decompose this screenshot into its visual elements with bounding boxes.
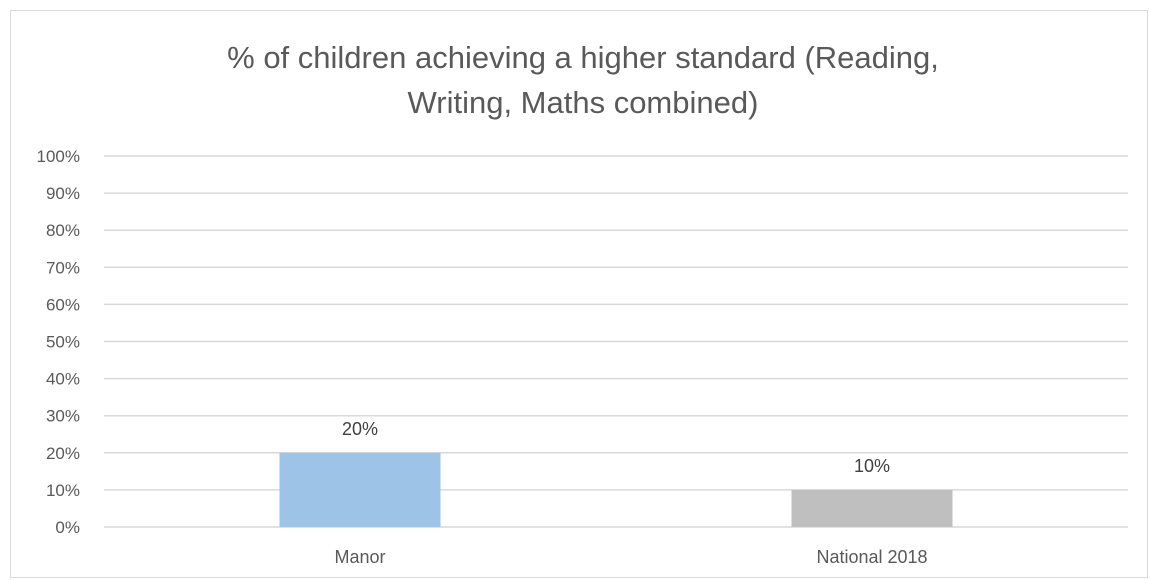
chart-title-line-1: % of children achieving a higher standar… (227, 40, 939, 75)
y-tick-label: 80% (46, 221, 80, 240)
y-tick-label: 100% (37, 147, 80, 166)
y-axis-labels: 0% 10% 20% 30% 40% 50% 60% 70% 80% 90% 100% (37, 147, 80, 537)
y-tick-label: 60% (46, 295, 80, 314)
y-tick-label: 50% (46, 333, 80, 352)
y-tick-label: 10% (46, 481, 80, 500)
x-category-label: National 2018 (816, 547, 927, 567)
y-tick-label: 40% (46, 370, 80, 389)
bars (279, 452, 953, 527)
x-category-label: Manor (334, 547, 385, 567)
data-label: 10% (854, 456, 890, 476)
x-axis-labels: Manor National 2018 (334, 547, 927, 567)
y-tick-label: 70% (46, 258, 80, 277)
chart-frame (10, 10, 1148, 578)
y-tick-label: 30% (46, 407, 80, 426)
bar (791, 489, 953, 527)
bar (279, 452, 441, 527)
data-labels: 20% 10% (342, 419, 890, 476)
y-tick-label: 90% (46, 184, 80, 203)
y-tick-label: 0% (55, 518, 80, 537)
data-label: 20% (342, 419, 378, 439)
y-tick-label: 20% (46, 444, 80, 463)
chart-title: % of children achieving a higher standar… (227, 40, 939, 120)
chart-title-line-2: Writing, Maths combined) (408, 85, 759, 120)
gridlines (104, 155, 1128, 528)
